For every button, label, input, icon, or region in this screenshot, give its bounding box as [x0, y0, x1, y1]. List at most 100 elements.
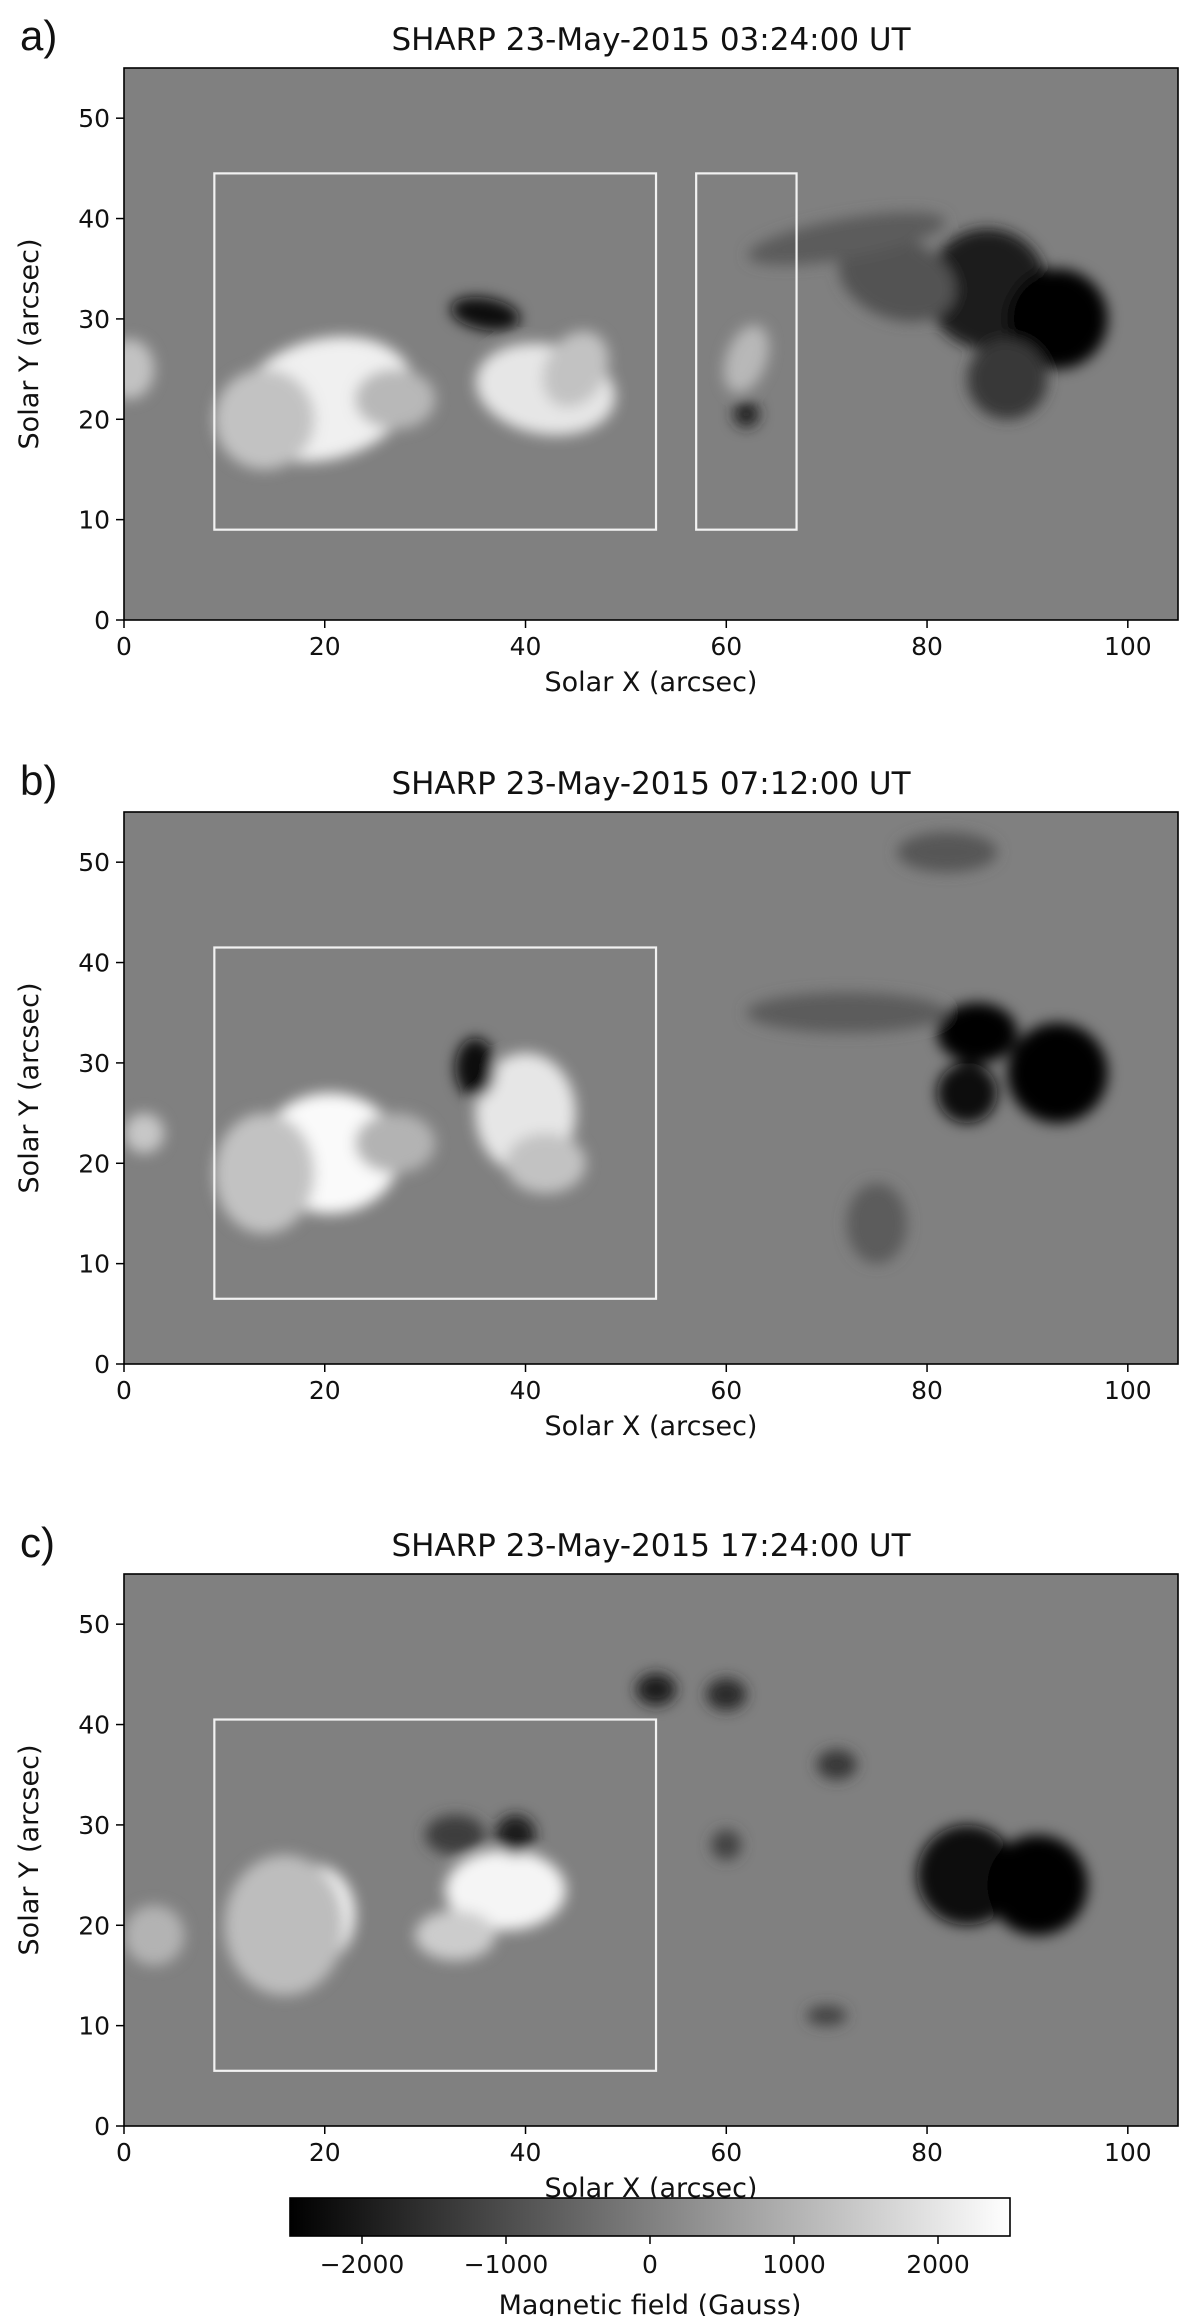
colorbar-tick-label: 1000	[762, 2250, 826, 2279]
x-tick-label: 80	[911, 632, 943, 661]
x-tick-label: 60	[710, 1376, 742, 1405]
y-tick-label: 10	[78, 1250, 110, 1279]
positive-polarity-region	[224, 1855, 345, 1996]
panel-2: 0 20 40 60 80 100 0 10 20 30 40 50 Solar X (arcsec) S…	[14, 757, 1179, 1442]
y-tick-label: 20	[78, 1911, 110, 1940]
panel-letter: a)	[20, 12, 57, 59]
negative-polarity-region	[746, 992, 948, 1033]
panel-letter: b)	[20, 757, 57, 804]
magnetogram-image	[124, 212, 1108, 470]
negative-polarity-region	[967, 338, 1048, 420]
x-tick-label: 100	[1104, 1376, 1152, 1405]
positive-polarity-region	[214, 369, 315, 470]
y-tick-label: 10	[78, 506, 110, 535]
region-box	[213, 1718, 658, 2072]
y-tick-label: 50	[78, 848, 110, 877]
y-tick-label: 10	[78, 2012, 110, 2041]
negative-polarity-region	[846, 1183, 907, 1264]
y-tick-label: 50	[78, 1610, 110, 1639]
negative-polarity-region	[706, 1678, 747, 1711]
positive-polarity-region	[214, 1113, 315, 1234]
x-tick-label: 100	[1104, 632, 1152, 661]
panel-title: SHARP 23-May-2015 17:24:00 UT	[391, 1528, 911, 1564]
y-tick-label: 40	[78, 1711, 110, 1740]
plot-frame	[123, 1573, 1179, 2127]
x-tick-label: 0	[116, 2138, 132, 2167]
negative-polarity-region	[987, 1834, 1088, 1936]
y-tick-label: 40	[78, 205, 110, 234]
negative-polarity-region	[711, 1829, 742, 1861]
positive-polarity-region	[445, 1850, 566, 1931]
y-tick-label: 30	[78, 305, 110, 334]
negative-polarity-region	[937, 1062, 998, 1124]
x-tick-label: 40	[510, 2138, 542, 2167]
positive-polarity-region	[415, 1910, 496, 1961]
x-axis-label: Solar X (arcsec)	[545, 1411, 758, 1442]
negative-polarity-region	[635, 1673, 677, 1706]
x-tick-label: 20	[309, 632, 341, 661]
panel-letter: c)	[20, 1519, 55, 1566]
colorbar-tick-label: 0	[642, 2250, 658, 2279]
y-tick-label: 0	[94, 2112, 110, 2141]
y-axis-label: Solar Y (arcsec)	[14, 983, 45, 1194]
negative-polarity-region	[816, 1749, 857, 1780]
x-tick-label: 40	[510, 632, 542, 661]
magnetogram-image	[124, 832, 1108, 1264]
y-tick-label: 0	[94, 606, 110, 635]
panel-title: SHARP 23-May-2015 07:12:00 UT	[391, 766, 911, 802]
x-tick-label: 60	[710, 632, 742, 661]
y-tick-label: 30	[78, 1049, 110, 1078]
x-tick-label: 40	[510, 1376, 542, 1405]
negative-polarity-region	[455, 1037, 496, 1099]
x-tick-label: 0	[116, 1376, 132, 1405]
panel-title: SHARP 23-May-2015 03:24:00 UT	[391, 22, 911, 58]
y-axis-label: Solar Y (arcsec)	[14, 1745, 45, 1956]
colorbar: −2000 −1000 0 1000 2000 Magnetic field (Gaus…	[289, 2197, 1011, 2316]
positive-polarity-region	[505, 1133, 586, 1194]
y-tick-label: 30	[78, 1811, 110, 1840]
positive-polarity-region	[542, 331, 609, 407]
negative-polarity-region	[806, 2005, 847, 2026]
x-tick-label: 60	[710, 2138, 742, 2167]
positive-polarity-region	[124, 338, 155, 400]
region-box	[213, 946, 658, 1300]
magnetogram-background	[124, 812, 1178, 1364]
positive-polarity-region	[124, 1113, 165, 1154]
y-tick-label: 50	[78, 104, 110, 133]
x-axis-label: Solar X (arcsec)	[545, 667, 758, 698]
x-tick-label: 20	[309, 1376, 341, 1405]
negative-polarity-region	[1007, 1022, 1108, 1124]
colorbar-tick-label: −2000	[320, 2250, 405, 2279]
colorbar-tick-label: −1000	[464, 2250, 549, 2279]
x-tick-label: 20	[309, 2138, 341, 2167]
negative-polarity-region	[1007, 268, 1108, 370]
panel-1: 0 20 40 60 80 100 0 10 20 30 40 50 Solar X (arcsec) S…	[14, 12, 1179, 698]
y-tick-label: 20	[78, 405, 110, 434]
x-tick-label: 80	[911, 1376, 943, 1405]
plot-frame	[123, 811, 1179, 1365]
x-tick-label: 80	[911, 2138, 943, 2167]
positive-polarity-region	[354, 369, 436, 430]
positive-polarity-region	[354, 1113, 436, 1174]
x-tick-label: 100	[1104, 2138, 1152, 2167]
negative-polarity-region	[733, 401, 760, 428]
negative-polarity-region	[450, 296, 521, 331]
y-tick-label: 0	[94, 1350, 110, 1379]
region-box	[695, 172, 798, 531]
y-tick-label: 40	[78, 949, 110, 978]
colorbar-gradient	[289, 2197, 1011, 2237]
colorbar-tick-label: 2000	[906, 2250, 970, 2279]
negative-polarity-region	[896, 832, 998, 873]
negative-polarity-region	[495, 1814, 536, 1856]
magnetogram-image	[124, 1673, 1088, 2026]
positive-polarity-region	[723, 325, 769, 393]
region-box	[213, 172, 658, 531]
colorbar-label: Magnetic field (Gauss)	[499, 2290, 802, 2316]
negative-polarity-region	[425, 1814, 486, 1856]
plot-frame	[123, 67, 1179, 621]
positive-polarity-region	[124, 1905, 185, 1966]
y-tick-label: 20	[78, 1149, 110, 1178]
negative-polarity-region	[937, 1002, 1018, 1063]
